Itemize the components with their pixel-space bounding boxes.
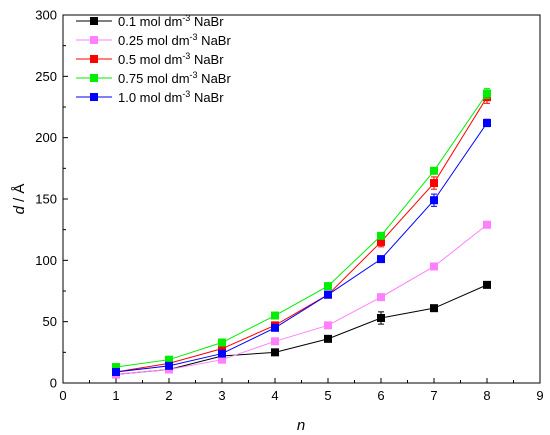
legend-item: 0.75 mol dm-3 NaBr [76,70,231,86]
data-point [483,118,491,127]
legend-item: 0.1 mol dm-3 NaBr [76,13,224,29]
x-tick-label: 5 [324,388,331,403]
data-point [218,338,226,347]
legend-item: 0.25 mol dm-3 NaBr [76,32,231,48]
legend-label-prefix: 0.25 mol dm [118,33,190,48]
x-tick-label: 4 [271,388,278,403]
data-point [165,361,173,370]
data-point [218,349,226,358]
x-axis-ticks: 0 1 2 3 4 5 6 7 8 9 [59,378,544,403]
y-axis-ticks: 0 50 100 150 200 250 300 [35,8,68,391]
series-1 [112,220,491,379]
y-axis-label-unit: / Å [11,184,28,207]
x-tick-label: 9 [536,388,543,403]
legend-label: 0.1 mol dm-3 NaBr [118,13,224,29]
legend-item: 1.0 mol dm-3 NaBr [76,89,224,105]
data-point [324,290,332,299]
y-tick-label: 150 [35,192,57,207]
series-4 [112,118,491,376]
data-point [271,337,279,346]
y-axis-label-var: d [11,205,28,214]
data-point [430,262,438,271]
legend-label: 0.5 mol dm-3 NaBr [118,51,224,67]
legend-label-prefix: 0.1 mol dm [118,14,182,29]
y-tick-label: 50 [43,314,57,329]
x-tick-label: 3 [218,388,225,403]
data-point [430,196,438,205]
series-3 [112,88,491,372]
legend-swatch-marker [90,93,98,101]
x-tick-label: 7 [430,388,437,403]
legend-label-suffix: NaBr [190,90,224,105]
series-line [115,122,488,373]
data-point [483,220,491,229]
legend-label-superscript: -3 [182,13,190,23]
legend-swatch-marker [90,55,98,63]
data-point [271,323,279,332]
y-tick-label: 200 [35,130,57,145]
legend-label-superscript: -3 [190,70,198,80]
y-tick-label: 300 [35,8,57,23]
x-axis-label: n [297,417,305,434]
data-point [165,355,173,364]
x-tick-label: 1 [112,388,119,403]
legend-label-prefix: 0.75 mol dm [118,71,190,86]
legend-label-suffix: NaBr [198,33,232,48]
data-point [112,363,120,372]
data-point [483,280,491,289]
data-point [377,293,385,302]
legend-swatch-marker [90,74,98,82]
x-tick-label: 0 [59,388,66,403]
data-point [377,237,385,246]
legend-swatch-marker [90,36,98,44]
legend-label: 1.0 mol dm-3 NaBr [118,89,224,105]
data-point [271,311,279,320]
x-tick-label: 2 [165,388,172,403]
data-point [218,355,226,364]
legend-label-superscript: -3 [190,32,198,42]
legend-label-suffix: NaBr [198,71,232,86]
legend-label-suffix: NaBr [190,14,224,29]
y-tick-label: 250 [35,69,57,84]
legend-label-prefix: 1.0 mol dm [118,90,182,105]
series-line [115,224,488,375]
data-point [430,166,438,175]
x-tick-label: 6 [377,388,384,403]
data-point [324,321,332,330]
data-point [218,344,226,353]
series-line [115,93,488,368]
legend-swatch-marker [90,17,98,25]
y-tick-label: 0 [50,376,57,391]
legend-label: 0.25 mol dm-3 NaBr [118,32,231,48]
series-line [115,96,488,373]
legend-label-superscript: -3 [182,89,190,99]
y-tick-label: 100 [35,253,57,268]
legend-label-prefix: 0.5 mol dm [118,52,182,67]
data-point [377,231,385,240]
data-point [324,282,332,291]
series-layer [112,88,491,379]
series-line [115,284,488,375]
data-point [377,313,385,322]
data-point [271,348,279,357]
data-point [324,334,332,343]
legend-label: 0.75 mol dm-3 NaBr [118,70,231,86]
legend-item: 0.5 mol dm-3 NaBr [76,51,224,67]
data-point [112,367,120,376]
data-point [430,179,438,188]
data-point [430,304,438,313]
legend-label-suffix: NaBr [190,52,224,67]
y-axis-label: d / Å [11,184,28,215]
legend-label-superscript: -3 [182,51,190,61]
data-point [377,255,385,264]
data-point [483,89,491,98]
x-tick-label: 8 [483,388,490,403]
